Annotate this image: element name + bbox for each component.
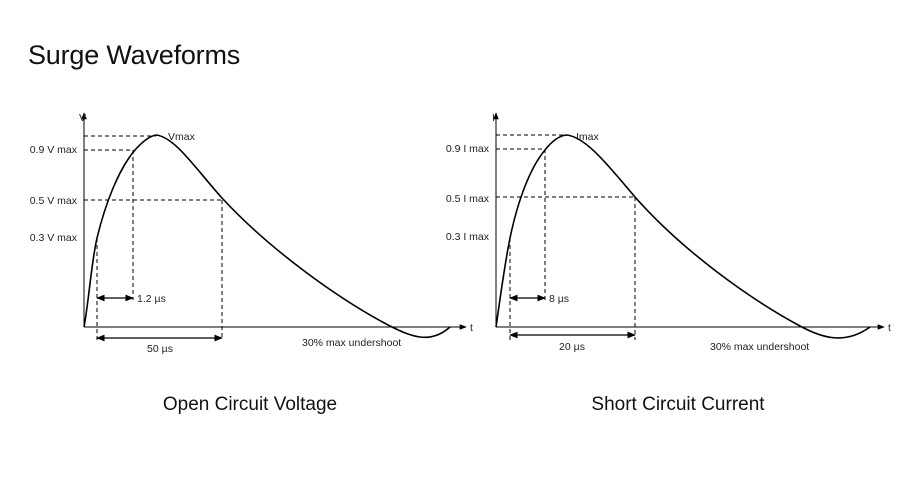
level-09-label: 0.9 V max bbox=[30, 144, 78, 156]
level-05-label: 0.5 V max bbox=[30, 195, 78, 207]
voltage-caption: Open Circuit Voltage bbox=[163, 394, 337, 415]
y-axis-label: V bbox=[79, 112, 86, 124]
x-axis-label: t bbox=[888, 322, 891, 334]
x-axis-label: t bbox=[470, 322, 473, 334]
undershoot-label: 30% max undershoot bbox=[710, 341, 809, 353]
current-caption: Short Circuit Current bbox=[591, 394, 765, 415]
undershoot-label: 30% max undershoot bbox=[302, 337, 401, 349]
current-waveform-panel: I t Imax 0.9 I max 0.5 I max 0.3 I max 8… bbox=[446, 112, 891, 415]
duration-label: 20 µs bbox=[559, 341, 585, 353]
level-09-label: 0.9 I max bbox=[446, 143, 490, 155]
peak-label: Imax bbox=[576, 131, 600, 143]
voltage-waveform-panel: V t Vmax 0.9 V max 0.5 V max 0.3 V max 1… bbox=[30, 112, 473, 415]
voltage-waveform-curve bbox=[83, 134, 451, 339]
rise-time-label: 1.2 µs bbox=[137, 293, 166, 305]
level-03-label: 0.3 V max bbox=[30, 232, 78, 244]
duration-label: 50 µs bbox=[147, 343, 173, 355]
level-05-label: 0.5 I max bbox=[446, 193, 490, 205]
page-title: Surge Waveforms bbox=[28, 40, 241, 70]
peak-label: Vmax bbox=[168, 131, 196, 143]
rise-time-label: 8 µs bbox=[549, 293, 569, 305]
level-03-label: 0.3 I max bbox=[446, 231, 490, 243]
current-waveform-curve bbox=[495, 134, 871, 339]
y-axis-label: I bbox=[492, 112, 495, 124]
